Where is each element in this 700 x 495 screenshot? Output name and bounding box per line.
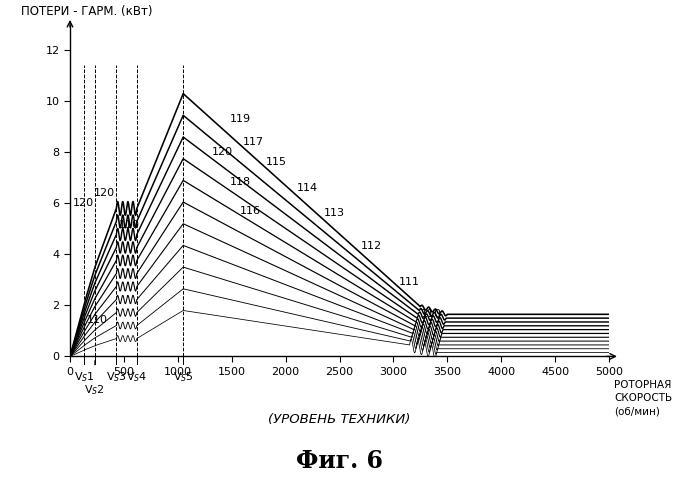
Text: V$_{S}$1: V$_{S}$1 bbox=[74, 370, 95, 384]
Text: Фиг. 6: Фиг. 6 bbox=[296, 449, 383, 473]
Text: (УРОВЕНЬ ТЕХНИКИ): (УРОВЕНЬ ТЕХНИКИ) bbox=[268, 413, 411, 426]
Text: 112: 112 bbox=[361, 241, 382, 251]
Text: 116: 116 bbox=[240, 205, 261, 215]
Text: 120: 120 bbox=[94, 188, 115, 198]
Text: РОТОРНАЯ
СКОРОСТЬ
(об/мин): РОТОРНАЯ СКОРОСТЬ (об/мин) bbox=[615, 380, 673, 416]
Text: V$_{S}$2: V$_{S}$2 bbox=[84, 383, 105, 397]
Text: 115: 115 bbox=[266, 157, 287, 167]
Text: 110: 110 bbox=[87, 315, 108, 325]
Text: ПОТЕРИ - ГАРМ. (кВт): ПОТЕРИ - ГАРМ. (кВт) bbox=[22, 5, 153, 18]
Text: 119: 119 bbox=[230, 114, 251, 124]
Text: 120: 120 bbox=[74, 198, 95, 208]
Text: V$_{S}$5: V$_{S}$5 bbox=[173, 370, 194, 384]
Text: 110: 110 bbox=[420, 309, 442, 319]
Text: 110: 110 bbox=[118, 220, 139, 230]
Text: 118: 118 bbox=[230, 178, 251, 188]
Text: 114: 114 bbox=[296, 183, 318, 193]
Text: 111: 111 bbox=[399, 277, 420, 287]
Text: V$_{S}$3: V$_{S}$3 bbox=[106, 370, 127, 384]
Text: 120: 120 bbox=[212, 147, 233, 157]
Text: V$_{S}$4: V$_{S}$4 bbox=[126, 370, 148, 384]
Text: 117: 117 bbox=[242, 137, 264, 147]
Text: 113: 113 bbox=[323, 208, 344, 218]
